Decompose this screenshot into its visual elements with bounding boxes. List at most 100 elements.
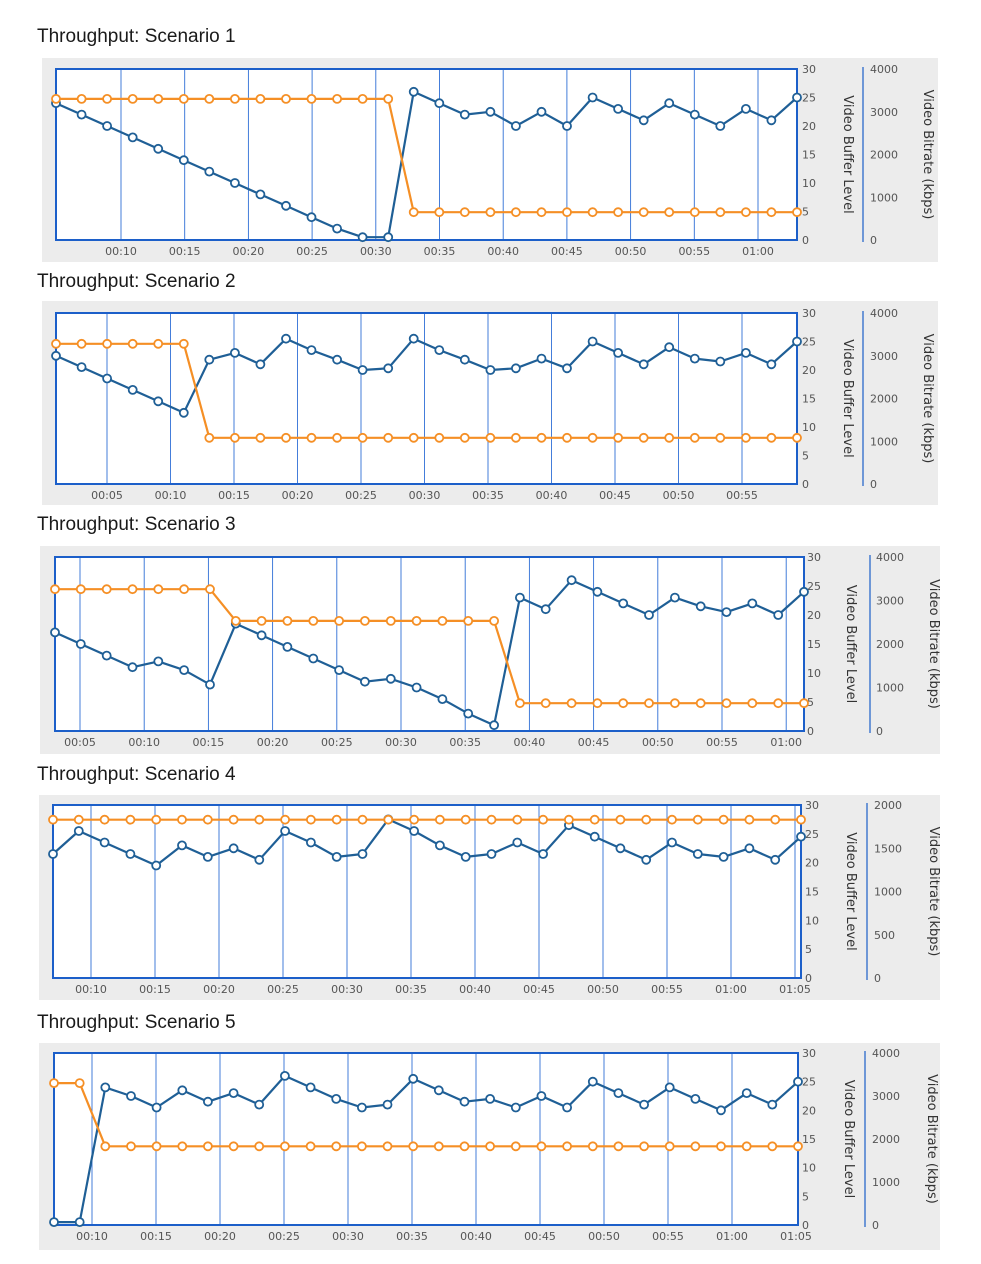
buffer-level-point [486, 849, 497, 859]
buffer-level-point [766, 359, 777, 370]
video-bitrate-point [613, 1141, 624, 1152]
video-bitrate-point [664, 432, 675, 443]
video-bitrate-point [741, 1141, 752, 1152]
chart-panel-scenario-1: 00:10 00:15 00:20 00:25 00:30 00:35 00:40 00:45… [42, 58, 938, 262]
x-tick-label: 00:50 [615, 245, 647, 258]
x-tick-label: 00:30 [385, 736, 417, 749]
video-bitrate-point [767, 1141, 778, 1152]
video-bitrate-point [459, 207, 470, 218]
buffer-level-point [512, 837, 523, 848]
video-bitrate-point [638, 432, 649, 443]
video-bitrate-point [618, 698, 629, 709]
buffer-level-point [408, 86, 419, 97]
video-bitrate-point [254, 814, 265, 825]
buffer-level-point [357, 232, 368, 243]
buffer-level-point [282, 642, 293, 652]
video-bitrate-point [562, 207, 572, 218]
chart-title-scenario-1: Throughput: Scenario 1 [37, 26, 236, 47]
video-bitrate-point [510, 1141, 521, 1152]
buffer-level-point [228, 843, 239, 854]
video-bitrate-point [74, 1078, 85, 1088]
buffer-level-point [127, 662, 138, 673]
buffer-axis-title: Video Buffer Level [840, 339, 855, 457]
buffer-axis-tick-label: 30 [802, 307, 816, 320]
buffer-level-point [689, 109, 700, 120]
buffer-axis-tick-label: 15 [802, 393, 816, 406]
buffer-axis-tick-label: 10 [802, 177, 816, 190]
video-bitrate-point [383, 432, 394, 443]
x-tick-label: 00:55 [651, 983, 683, 996]
video-bitrate-point [51, 338, 61, 349]
video-bitrate-point [99, 814, 110, 825]
video-bitrate-point [254, 1141, 265, 1152]
buffer-axis-tick-label: 15 [807, 638, 821, 651]
x-tick-label: 00:10 [105, 245, 137, 258]
video-bitrate-point [228, 814, 239, 825]
x-tick-label: 00:20 [233, 245, 265, 258]
buffer-axis-tick-label: 30 [807, 551, 821, 564]
video-bitrate-point [766, 432, 777, 443]
buffer-level-point [689, 353, 700, 364]
buffer-level-point [73, 826, 84, 836]
buffer-level-point [101, 650, 112, 661]
video-bitrate-point [536, 207, 547, 218]
buffer-axis-tick-label: 25 [802, 1076, 816, 1089]
buffer-level-point [179, 665, 190, 675]
x-tick-label: 00:45 [578, 736, 610, 749]
video-bitrate-point [408, 207, 419, 218]
buffer-level-point [76, 109, 87, 120]
x-tick-label: 00:50 [663, 489, 695, 502]
buffer-level-point [773, 610, 784, 620]
video-bitrate-point [127, 94, 138, 104]
video-bitrate-point [73, 814, 84, 825]
x-tick-label: 00:35 [424, 245, 456, 258]
buffer-level-point [587, 336, 598, 347]
bitrate-axis-tick-label: 4000 [876, 551, 904, 564]
buffer-level-point [592, 586, 603, 597]
video-bitrate-point [178, 338, 189, 349]
video-bitrate-point [589, 814, 600, 825]
x-tick-label: 00:20 [203, 983, 235, 996]
bitrate-axis-tick-label: 2000 [872, 1133, 900, 1146]
buffer-level-point [331, 852, 342, 862]
buffer-level-point [76, 362, 87, 372]
buffer-level-point [613, 1088, 624, 1098]
video-bitrate-point [434, 814, 445, 825]
video-bitrate-point [562, 432, 572, 443]
plot-area [55, 557, 804, 731]
video-bitrate-point [385, 616, 396, 626]
video-bitrate-point [613, 207, 623, 218]
video-bitrate-point [459, 1141, 470, 1152]
chart-title-scenario-4: Throughput: Scenario 4 [37, 764, 236, 785]
video-bitrate-point [102, 338, 112, 349]
buffer-level-point [718, 852, 729, 862]
buffer-level-point [255, 359, 266, 370]
bitrate-axis-tick-label: 3000 [870, 106, 898, 119]
buffer-level-point [279, 1071, 290, 1081]
video-bitrate-point [332, 94, 343, 104]
video-bitrate-point [485, 207, 496, 218]
video-bitrate-point [204, 94, 215, 104]
video-bitrate-point [644, 698, 654, 709]
buffer-level-point [459, 1096, 470, 1107]
video-bitrate-point [228, 1141, 239, 1152]
video-bitrate-point [792, 432, 802, 443]
x-tick-label: 01:00 [770, 736, 802, 749]
buffer-level-point [434, 98, 445, 109]
video-bitrate-point [538, 814, 549, 825]
buffer-level-point [587, 1076, 598, 1087]
video-bitrate-point [306, 432, 317, 443]
bitrate-axis-tick-label: 1000 [874, 886, 902, 899]
buffer-level-point [589, 831, 600, 842]
video-bitrate-point [744, 814, 755, 825]
buffer-level-point [670, 592, 680, 603]
video-bitrate-point [639, 1141, 649, 1152]
buffer-level-point [382, 1099, 393, 1110]
buffer-level-point [74, 1217, 85, 1228]
bitrate-axis-title: Video Bitrate (kbps) [926, 579, 941, 709]
video-bitrate-point [151, 814, 162, 825]
video-bitrate-point [587, 1141, 598, 1152]
video-bitrate-point [151, 1141, 162, 1152]
buffer-level-point [281, 200, 291, 211]
video-bitrate-point [667, 814, 677, 825]
